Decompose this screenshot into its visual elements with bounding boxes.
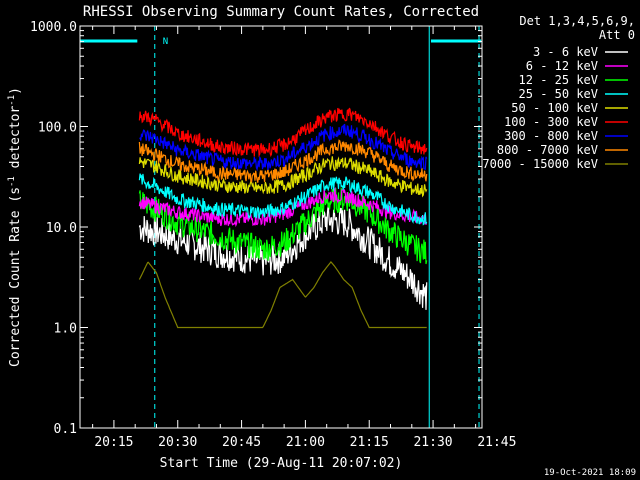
y-axis-label: Corrected Count Rate (s-1 detector-1) <box>7 87 23 367</box>
series-line <box>138 139 428 183</box>
x-tick-label: 20:30 <box>158 435 197 450</box>
y-tick-label: 1.0 <box>54 322 77 337</box>
legend-label: 50 - 100 keV <box>511 101 598 115</box>
chart-title: RHESSI Observing Summary Count Rates, Co… <box>83 4 479 20</box>
legend-label: 6 - 12 keV <box>526 59 598 73</box>
x-tick-label: 20:45 <box>222 435 261 450</box>
series-line <box>138 107 428 158</box>
footer-timestamp: 19-Oct-2021 18:09 <box>544 468 636 478</box>
legend-label: 12 - 25 keV <box>519 73 598 87</box>
series-line <box>139 123 428 172</box>
attenuator-label: N <box>163 37 168 47</box>
legend-label: 800 - 7000 keV <box>497 143 598 157</box>
x-tick-label: 21:15 <box>350 435 389 450</box>
series-line <box>138 186 428 228</box>
y-tick-label: 1000.0 <box>30 20 77 35</box>
series-line <box>138 204 428 310</box>
y-tick-label: 100.0 <box>38 121 77 136</box>
x-tick-label: 21:45 <box>477 435 516 450</box>
legend-header-line-1: Det 1,3,4,5,6,9, <box>519 14 635 28</box>
y-tick-label: 10.0 <box>46 221 77 236</box>
plot-area: N <box>79 26 482 428</box>
axes: 1000.0 100.0 10.0 1.0 0.1 20:15 20:30 20:45 21:0… <box>30 20 516 450</box>
series-line <box>138 260 427 329</box>
legend-label: 25 - 50 keV <box>519 87 598 101</box>
x-tick-label: 21:00 <box>286 435 325 450</box>
legend-label: 7000 - 15000 keV <box>482 157 598 171</box>
legend-header-line-2: Att 0 <box>599 28 635 42</box>
legend-label: 300 - 800 keV <box>504 129 598 143</box>
y-tick-label: 0.1 <box>54 422 77 437</box>
series-line <box>138 156 428 198</box>
legend-label: 100 - 300 keV <box>504 115 598 129</box>
series-line <box>138 187 428 265</box>
x-tick-label: 21:30 <box>413 435 452 450</box>
x-tick-label: 20:15 <box>94 435 133 450</box>
series-line <box>138 173 428 226</box>
legend-label: 3 - 6 keV <box>533 45 598 59</box>
x-axis-label: Start Time (29-Aug-11 20:07:02) <box>160 456 403 471</box>
